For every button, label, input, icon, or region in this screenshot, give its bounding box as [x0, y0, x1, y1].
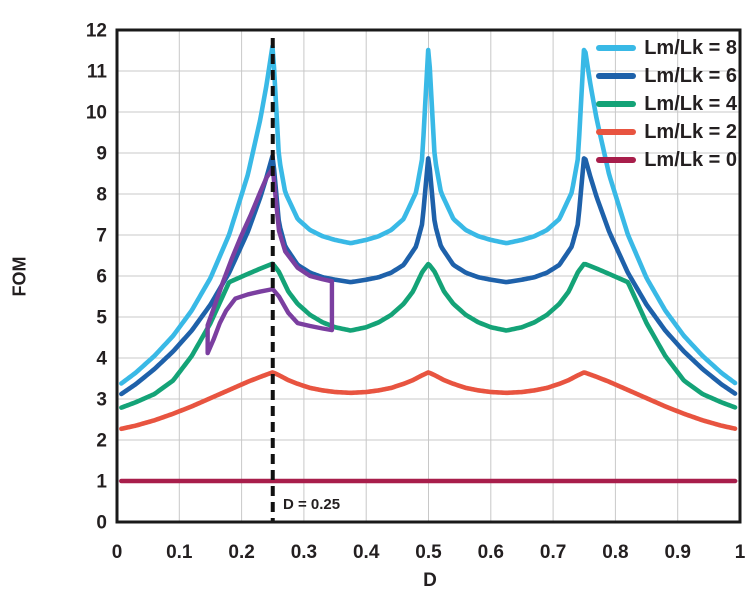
- y-tick-11: 11: [87, 62, 108, 83]
- legend-row: Lm/Lk = 8: [596, 36, 737, 60]
- legend: Lm/Lk = 8 Lm/Lk = 6 Lm/Lk = 4 Lm/Lk = 2 …: [596, 36, 737, 172]
- plot-border: [115, 28, 742, 524]
- highlight-region-outline: [205, 166, 335, 356]
- x-tick-0.4: 0.4: [353, 542, 380, 563]
- y-tick-9: 9: [96, 144, 107, 165]
- y-tick-3: 3: [96, 390, 107, 411]
- x-axis-title: D: [423, 570, 437, 591]
- x-tick-0.6: 0.6: [478, 542, 504, 563]
- y-axis-title: FOM: [9, 256, 30, 297]
- legend-swatch-lmlk8: [596, 45, 637, 51]
- y-tick-6: 6: [96, 267, 107, 288]
- x-tick-0.8: 0.8: [602, 542, 628, 563]
- legend-swatch-lmlk0: [596, 157, 637, 163]
- y-tick-10: 10: [86, 103, 107, 124]
- x-tick-0: 0: [112, 542, 123, 563]
- y-tick-0: 0: [96, 513, 107, 534]
- y-tick-5: 5: [96, 308, 107, 329]
- legend-label-lmlk6: Lm/Lk = 6: [644, 64, 737, 87]
- legend-swatch-lmlk4: [596, 101, 637, 107]
- x-tick-1: 1: [735, 542, 746, 563]
- curve-lm-lk-8: [119, 44, 738, 386]
- y-tick-7: 7: [96, 226, 107, 247]
- y-tick-8: 8: [96, 185, 107, 206]
- legend-label-lmlk4: Lm/Lk = 4: [644, 92, 737, 115]
- legend-row: Lm/Lk = 2: [596, 120, 737, 144]
- vline-annotation-label: D = 0.25: [283, 496, 341, 513]
- y-tick-4: 4: [96, 349, 107, 370]
- y-tick-2: 2: [96, 431, 107, 452]
- y-tick-1: 1: [96, 472, 107, 493]
- legend-swatch-lmlk6: [596, 73, 637, 79]
- curve-lm-lk-4: [119, 261, 738, 410]
- x-tick-0.9: 0.9: [664, 542, 690, 563]
- x-tick-0.5: 0.5: [415, 542, 442, 563]
- x-tick-0.2: 0.2: [228, 542, 254, 563]
- curve-lm-lk-2: [119, 370, 738, 432]
- legend-row: Lm/Lk = 6: [596, 64, 737, 88]
- legend-row: Lm/Lk = 4: [596, 92, 737, 116]
- x-tick-0.1: 0.1: [166, 542, 193, 563]
- legend-label-lmlk0: Lm/Lk = 0: [644, 148, 737, 171]
- x-tick-0.7: 0.7: [540, 542, 566, 563]
- legend-label-lmlk2: Lm/Lk = 2: [644, 120, 737, 143]
- legend-row: Lm/Lk = 0: [596, 148, 737, 172]
- y-tick-12: 12: [86, 21, 107, 42]
- legend-swatch-lmlk2: [596, 129, 637, 135]
- legend-label-lmlk8: Lm/Lk = 8: [644, 36, 737, 59]
- gridlines: [117, 30, 740, 522]
- x-tick-0.3: 0.3: [291, 542, 317, 563]
